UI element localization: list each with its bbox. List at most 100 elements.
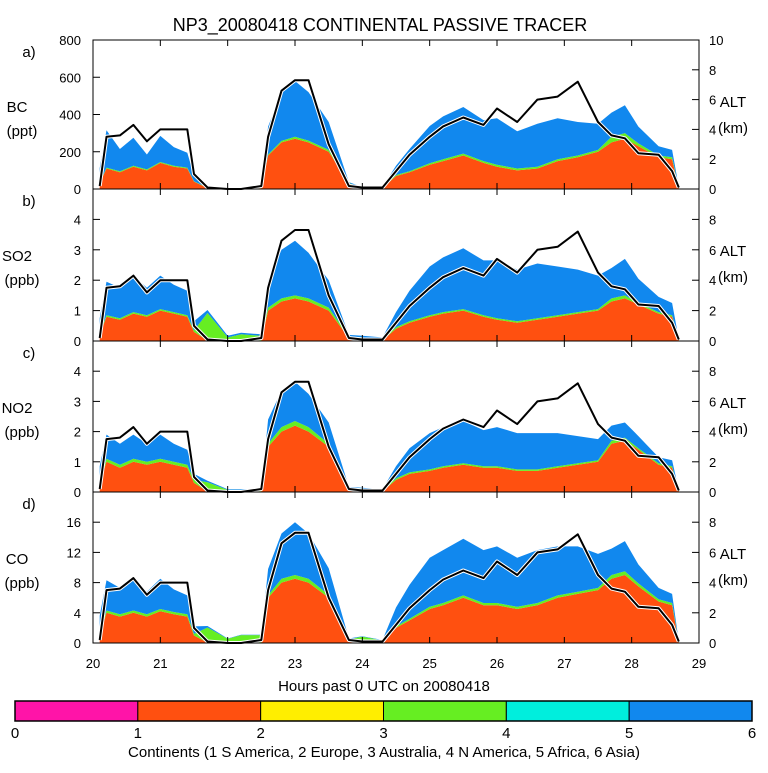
alt-axis-name: ALT	[720, 546, 746, 563]
x-tick-label: 26	[490, 656, 504, 671]
alt-tick-label: 0	[709, 636, 716, 651]
x-tick-label: 29	[692, 656, 706, 671]
alt-axis-unit: (km)	[718, 269, 748, 286]
colorbar-swatch	[260, 700, 384, 722]
alt-axis-name: ALT	[720, 243, 746, 260]
x-tick-label: 22	[220, 656, 234, 671]
y-tick-label: 0	[74, 334, 81, 349]
colorbar-swatch	[505, 700, 630, 722]
alt-tick-label: 6	[709, 394, 716, 409]
alt-axis-name: ALT	[720, 94, 746, 111]
alt-axis-unit: (km)	[718, 572, 748, 589]
panel-letter: b)	[22, 193, 35, 210]
colorbar-tick-label: 0	[11, 725, 19, 742]
alt-tick-label: 0	[709, 334, 716, 349]
y-tick-label: 0	[74, 485, 81, 500]
panel-variable-name: SO2	[2, 248, 32, 265]
colorbar-swatch	[628, 700, 753, 722]
y-tick-label: 400	[59, 108, 81, 123]
series-europe-area	[99, 138, 679, 189]
x-tick-label: 28	[624, 656, 638, 671]
alt-axis-unit: (km)	[718, 421, 748, 438]
panel-variable-name: NO2	[2, 400, 33, 417]
x-axis-label: Hours past 0 UTC on 20080418	[278, 678, 490, 695]
alt-tick-label: 2	[709, 455, 716, 470]
panel-variable-unit: (ppb)	[4, 272, 39, 289]
panel-variable-unit: (ppb)	[4, 575, 39, 592]
panel-co: 0 4 8 12 16 0 2 4 6 8 d) CO (ppb) ALT (km)	[4, 491, 748, 651]
y-tick-label: 4	[74, 212, 81, 227]
panel-letter: c)	[23, 345, 36, 362]
y-tick-label: 2	[74, 273, 81, 288]
alt-tick-label: 0	[709, 182, 716, 197]
alt-tick-label: 8	[709, 63, 716, 78]
panel-bc: 0 200 400 600 800 0 2 4 6 8 10 a) BC (ppt) ALT (km)	[7, 33, 748, 197]
panel-variable-unit: (ppb)	[4, 424, 39, 441]
alt-tick-label: 2	[709, 304, 716, 319]
x-tick-label: 24	[355, 656, 369, 671]
alt-tick-label: 6	[709, 243, 716, 258]
y-tick-label: 2	[74, 425, 81, 440]
y-tick-label: 1	[74, 304, 81, 319]
colorbar-swatch	[14, 700, 139, 722]
series-asia-area	[99, 81, 679, 188]
chart-title: NP3_20080418 CONTINENTAL PASSIVE TRACER	[173, 15, 588, 36]
alt-tick-label: 4	[709, 425, 716, 440]
alt-tick-label: 2	[709, 606, 716, 621]
y-tick-label: 1	[74, 455, 81, 470]
series-europe-area	[99, 298, 679, 341]
x-tick-label: 27	[557, 656, 571, 671]
alt-tick-label: 4	[709, 122, 716, 137]
y-tick-label: 0	[74, 636, 81, 651]
panel-frame	[92, 491, 700, 644]
alt-tick-label: 4	[709, 576, 716, 591]
x-tick-labels: 20 21 22 23 24 25 26 27 28 29	[86, 656, 706, 671]
y-tick-label: 0	[74, 182, 81, 197]
y-tick-label: 16	[67, 515, 81, 530]
alt-tick-label: 8	[709, 364, 716, 379]
y-tick-label: 200	[59, 145, 81, 160]
x-tick-label: 25	[422, 656, 436, 671]
panel-variable-name: BC	[7, 99, 28, 116]
panel-variable-unit: (ppt)	[7, 123, 38, 140]
series-europe-area	[99, 425, 679, 492]
panels-layer: 02004006008000246810a)BC(ppt)ALT(km)0123…	[2, 33, 748, 671]
alt-tick-label: 10	[709, 33, 723, 48]
y-tick-label: 800	[59, 33, 81, 48]
y-tick-label: 12	[67, 545, 81, 560]
panel-so2: 0 1 2 3 4 0 2 4 6 8 b) SO2 (ppb) ALT (km)	[2, 188, 748, 349]
x-tick-label: 23	[288, 656, 302, 671]
colorbar-tick-label: 4	[502, 725, 510, 742]
alt-tick-label: 6	[709, 93, 716, 108]
y-tick-label: 3	[74, 394, 81, 409]
panel-letter: d)	[22, 496, 35, 513]
alt-tick-label: 4	[709, 273, 716, 288]
colorbar-swatch	[137, 700, 262, 722]
alt-axis-unit: (km)	[718, 120, 748, 137]
colorbar-tick-label: 3	[379, 725, 387, 742]
colorbar-swatch	[383, 700, 507, 722]
alt-tick-label: 2	[709, 152, 716, 167]
alt-tick-label: 6	[709, 545, 716, 560]
panel-letter: a)	[22, 44, 35, 61]
colorbar: 0 1 2 3 4 5 6	[11, 700, 756, 742]
alt-tick-label: 0	[709, 485, 716, 500]
colorbar-tick-label: 2	[256, 725, 264, 742]
panel-no2: 0 1 2 3 4 0 2 4 6 8 c) NO2 (ppb) ALT (km)	[2, 340, 748, 500]
colorbar-frame	[14, 700, 753, 722]
alt-tick-label: 8	[709, 515, 716, 530]
series-europe-area	[99, 575, 679, 643]
x-tick-label: 20	[86, 656, 100, 671]
series-asia-area	[99, 381, 679, 491]
y-tick-label: 4	[74, 364, 81, 379]
colorbar-title: Continents (1 S America, 2 Europe, 3 Aus…	[128, 744, 640, 761]
colorbar-tick-label: 6	[748, 725, 756, 742]
series-asia-area	[99, 240, 679, 340]
colorbar-tick-label: 5	[625, 725, 633, 742]
alt-tick-label: 8	[709, 212, 716, 227]
series-asia-area	[99, 522, 679, 643]
y-tick-label: 600	[59, 70, 81, 85]
y-tick-label: 4	[74, 606, 81, 621]
